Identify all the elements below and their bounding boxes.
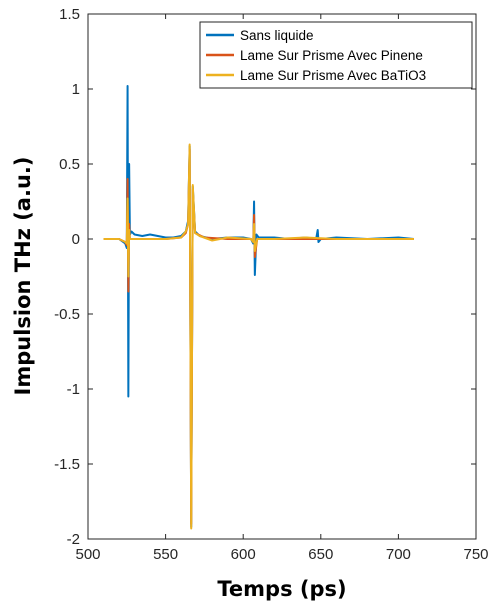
x-axis-title: Temps (ps) [217,577,346,601]
y-tick-label: -2 [67,531,80,548]
legend-box [199,21,473,89]
x-tick-label: 550 [153,546,178,563]
y-tick-label: 0 [72,231,80,248]
legend: Sans liquide Lame Sur Prisme Avec Pinene L… [199,21,473,89]
x-tick-label: 500 [75,546,100,563]
legend-label: Sans liquide [240,28,314,43]
y-tick-label: 1.5 [59,6,80,23]
legend-label: Lame Sur Prisme Avec Pinene [240,48,423,63]
y-tick-label: 1 [72,81,80,98]
x-tick-label: 750 [463,546,488,563]
plot-area [88,14,476,539]
series-line-3 [103,143,414,530]
x-tick-label: 700 [386,546,411,563]
y-tick-label: -1.5 [54,456,80,473]
y-tick-label: -1 [67,381,80,398]
x-tick-label: 650 [308,546,333,563]
x-tick-label: 600 [231,546,256,563]
y-axis-title: Impulsion THz (a.u.) [11,157,35,396]
series-layer [103,85,415,530]
y-tick-label: -0.5 [54,306,80,323]
legend-label: Lame Sur Prisme Avec BaTiO3 [240,68,426,83]
ticks-layer: 500 550 600 650 700 750 -2 -1.5 -1 -0.5 0 0.5 1 1.5 [54,6,488,563]
plot-frame [87,13,477,540]
y-tick-label: 0.5 [59,156,80,173]
